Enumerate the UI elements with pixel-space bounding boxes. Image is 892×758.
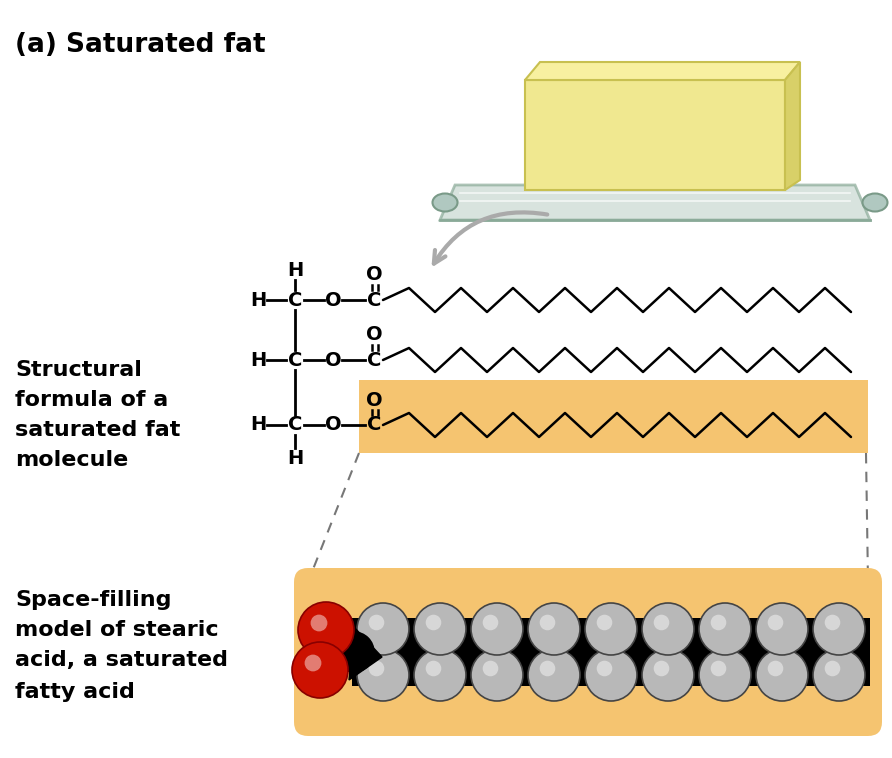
- Polygon shape: [440, 185, 870, 220]
- Circle shape: [825, 661, 840, 676]
- Circle shape: [304, 655, 321, 672]
- Bar: [352, 618, 870, 686]
- Circle shape: [597, 615, 612, 631]
- Polygon shape: [785, 62, 800, 190]
- Circle shape: [368, 661, 384, 676]
- Text: C: C: [367, 415, 381, 434]
- Circle shape: [813, 603, 865, 655]
- Circle shape: [585, 603, 637, 655]
- Circle shape: [825, 615, 840, 631]
- Circle shape: [642, 649, 694, 701]
- Circle shape: [756, 603, 808, 655]
- Text: model of stearic: model of stearic: [15, 620, 219, 640]
- Circle shape: [711, 615, 726, 631]
- Circle shape: [642, 603, 694, 655]
- Text: saturated fat: saturated fat: [15, 420, 180, 440]
- Circle shape: [292, 642, 348, 698]
- Circle shape: [711, 661, 726, 676]
- Text: H: H: [287, 261, 303, 280]
- Circle shape: [334, 632, 374, 672]
- Circle shape: [756, 649, 808, 701]
- Text: O: O: [325, 290, 342, 309]
- Polygon shape: [525, 62, 800, 80]
- Text: O: O: [366, 325, 383, 344]
- Text: C: C: [367, 350, 381, 369]
- Text: acid, a saturated: acid, a saturated: [15, 650, 228, 670]
- Circle shape: [425, 615, 442, 631]
- Text: O: O: [325, 415, 342, 434]
- Text: C: C: [288, 415, 302, 434]
- Circle shape: [597, 661, 612, 676]
- Text: formula of a: formula of a: [15, 390, 169, 410]
- Circle shape: [528, 649, 580, 701]
- Circle shape: [483, 615, 499, 631]
- Circle shape: [540, 661, 556, 676]
- Circle shape: [471, 649, 523, 701]
- Circle shape: [528, 603, 580, 655]
- Circle shape: [768, 661, 783, 676]
- Circle shape: [310, 615, 327, 631]
- Text: (a) Saturated fat: (a) Saturated fat: [15, 32, 266, 58]
- Circle shape: [298, 602, 354, 658]
- Circle shape: [414, 649, 466, 701]
- Circle shape: [357, 649, 409, 701]
- Circle shape: [357, 603, 409, 655]
- Circle shape: [768, 615, 783, 631]
- Ellipse shape: [863, 193, 888, 211]
- Circle shape: [699, 603, 751, 655]
- FancyBboxPatch shape: [359, 380, 868, 453]
- Circle shape: [585, 649, 637, 701]
- FancyBboxPatch shape: [525, 80, 785, 190]
- Text: C: C: [288, 350, 302, 369]
- Text: H: H: [250, 290, 266, 309]
- Text: molecule: molecule: [15, 450, 128, 470]
- Text: Structural: Structural: [15, 360, 142, 380]
- Circle shape: [654, 661, 669, 676]
- Text: C: C: [288, 290, 302, 309]
- Circle shape: [699, 649, 751, 701]
- Text: O: O: [325, 350, 342, 369]
- Text: H: H: [287, 449, 303, 468]
- Ellipse shape: [433, 193, 458, 211]
- Text: O: O: [366, 390, 383, 409]
- Circle shape: [368, 615, 384, 631]
- Text: Space-filling: Space-filling: [15, 590, 171, 610]
- Circle shape: [540, 615, 556, 631]
- Circle shape: [654, 615, 669, 631]
- Text: fatty acid: fatty acid: [15, 682, 135, 702]
- Text: H: H: [250, 350, 266, 369]
- Text: O: O: [366, 265, 383, 284]
- Text: H: H: [250, 415, 266, 434]
- Text: C: C: [367, 290, 381, 309]
- Circle shape: [813, 649, 865, 701]
- Circle shape: [483, 661, 499, 676]
- Circle shape: [414, 603, 466, 655]
- Circle shape: [471, 603, 523, 655]
- Polygon shape: [349, 627, 382, 680]
- Circle shape: [425, 661, 442, 676]
- FancyBboxPatch shape: [294, 568, 882, 736]
